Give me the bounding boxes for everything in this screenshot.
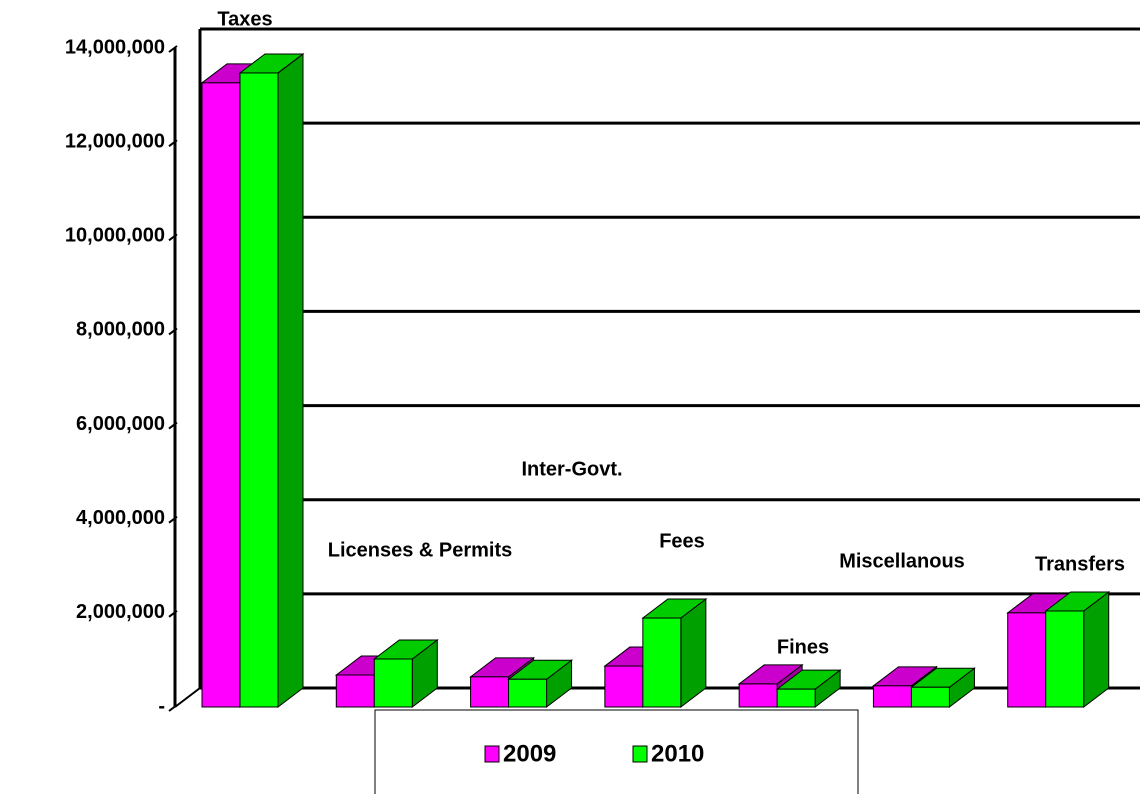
y-tick-label: 4,000,000 xyxy=(76,507,165,529)
tick-mark xyxy=(168,327,178,336)
tick-mark xyxy=(168,421,178,430)
bar xyxy=(775,669,842,709)
tick-mark xyxy=(168,45,178,53)
bar-front xyxy=(201,82,241,708)
bar-side xyxy=(1083,590,1110,709)
bar-front xyxy=(776,688,816,708)
y-tick-label: 2,000,000 xyxy=(76,601,165,623)
category-label: Licenses & Permits xyxy=(328,539,513,561)
category-label: Taxes xyxy=(217,8,272,30)
y-tick-label: 10,000,000 xyxy=(65,225,165,247)
bar xyxy=(507,659,574,709)
tick-mark xyxy=(168,610,178,618)
legend-swatch xyxy=(632,745,648,763)
bar xyxy=(238,52,305,709)
bar-front xyxy=(373,658,413,708)
y-tick-label: 6,000,000 xyxy=(76,413,165,435)
y-tick-label: 14,000,000 xyxy=(65,36,165,58)
wall-edge xyxy=(174,687,201,708)
bar xyxy=(641,598,708,709)
bar-front xyxy=(470,676,510,708)
category-label: Fines xyxy=(777,636,829,658)
legend-label: 2009 xyxy=(503,740,556,767)
y-tick-label: 12,000,000 xyxy=(65,130,165,152)
legend-label: 2010 xyxy=(651,740,704,767)
bar-front xyxy=(910,686,950,708)
legend-swatch xyxy=(484,745,500,763)
y-tick-label: - xyxy=(158,695,165,717)
category-label: Miscellanous xyxy=(839,550,965,572)
category-label: Inter-Govt. xyxy=(521,458,622,480)
bar-front xyxy=(1007,612,1047,708)
bar-front xyxy=(1045,610,1085,708)
category-label: Fees xyxy=(659,530,705,552)
category-label: Transfers xyxy=(1035,553,1125,575)
bar-front xyxy=(604,665,644,708)
bar xyxy=(1044,590,1111,709)
bar-front xyxy=(738,683,778,708)
legend-box xyxy=(374,709,859,794)
bar xyxy=(372,638,439,709)
tick-mark xyxy=(168,139,178,147)
bar-front xyxy=(508,678,548,708)
bar-front xyxy=(239,72,279,708)
bar-front xyxy=(872,685,912,708)
tick-mark xyxy=(168,704,178,712)
y-tick-label: 8,000,000 xyxy=(76,319,165,341)
bar-side xyxy=(277,52,304,709)
tick-mark xyxy=(168,515,178,524)
bar-front xyxy=(642,617,682,708)
tick-mark xyxy=(168,233,178,242)
bar xyxy=(909,667,976,709)
bar-front xyxy=(335,674,375,708)
